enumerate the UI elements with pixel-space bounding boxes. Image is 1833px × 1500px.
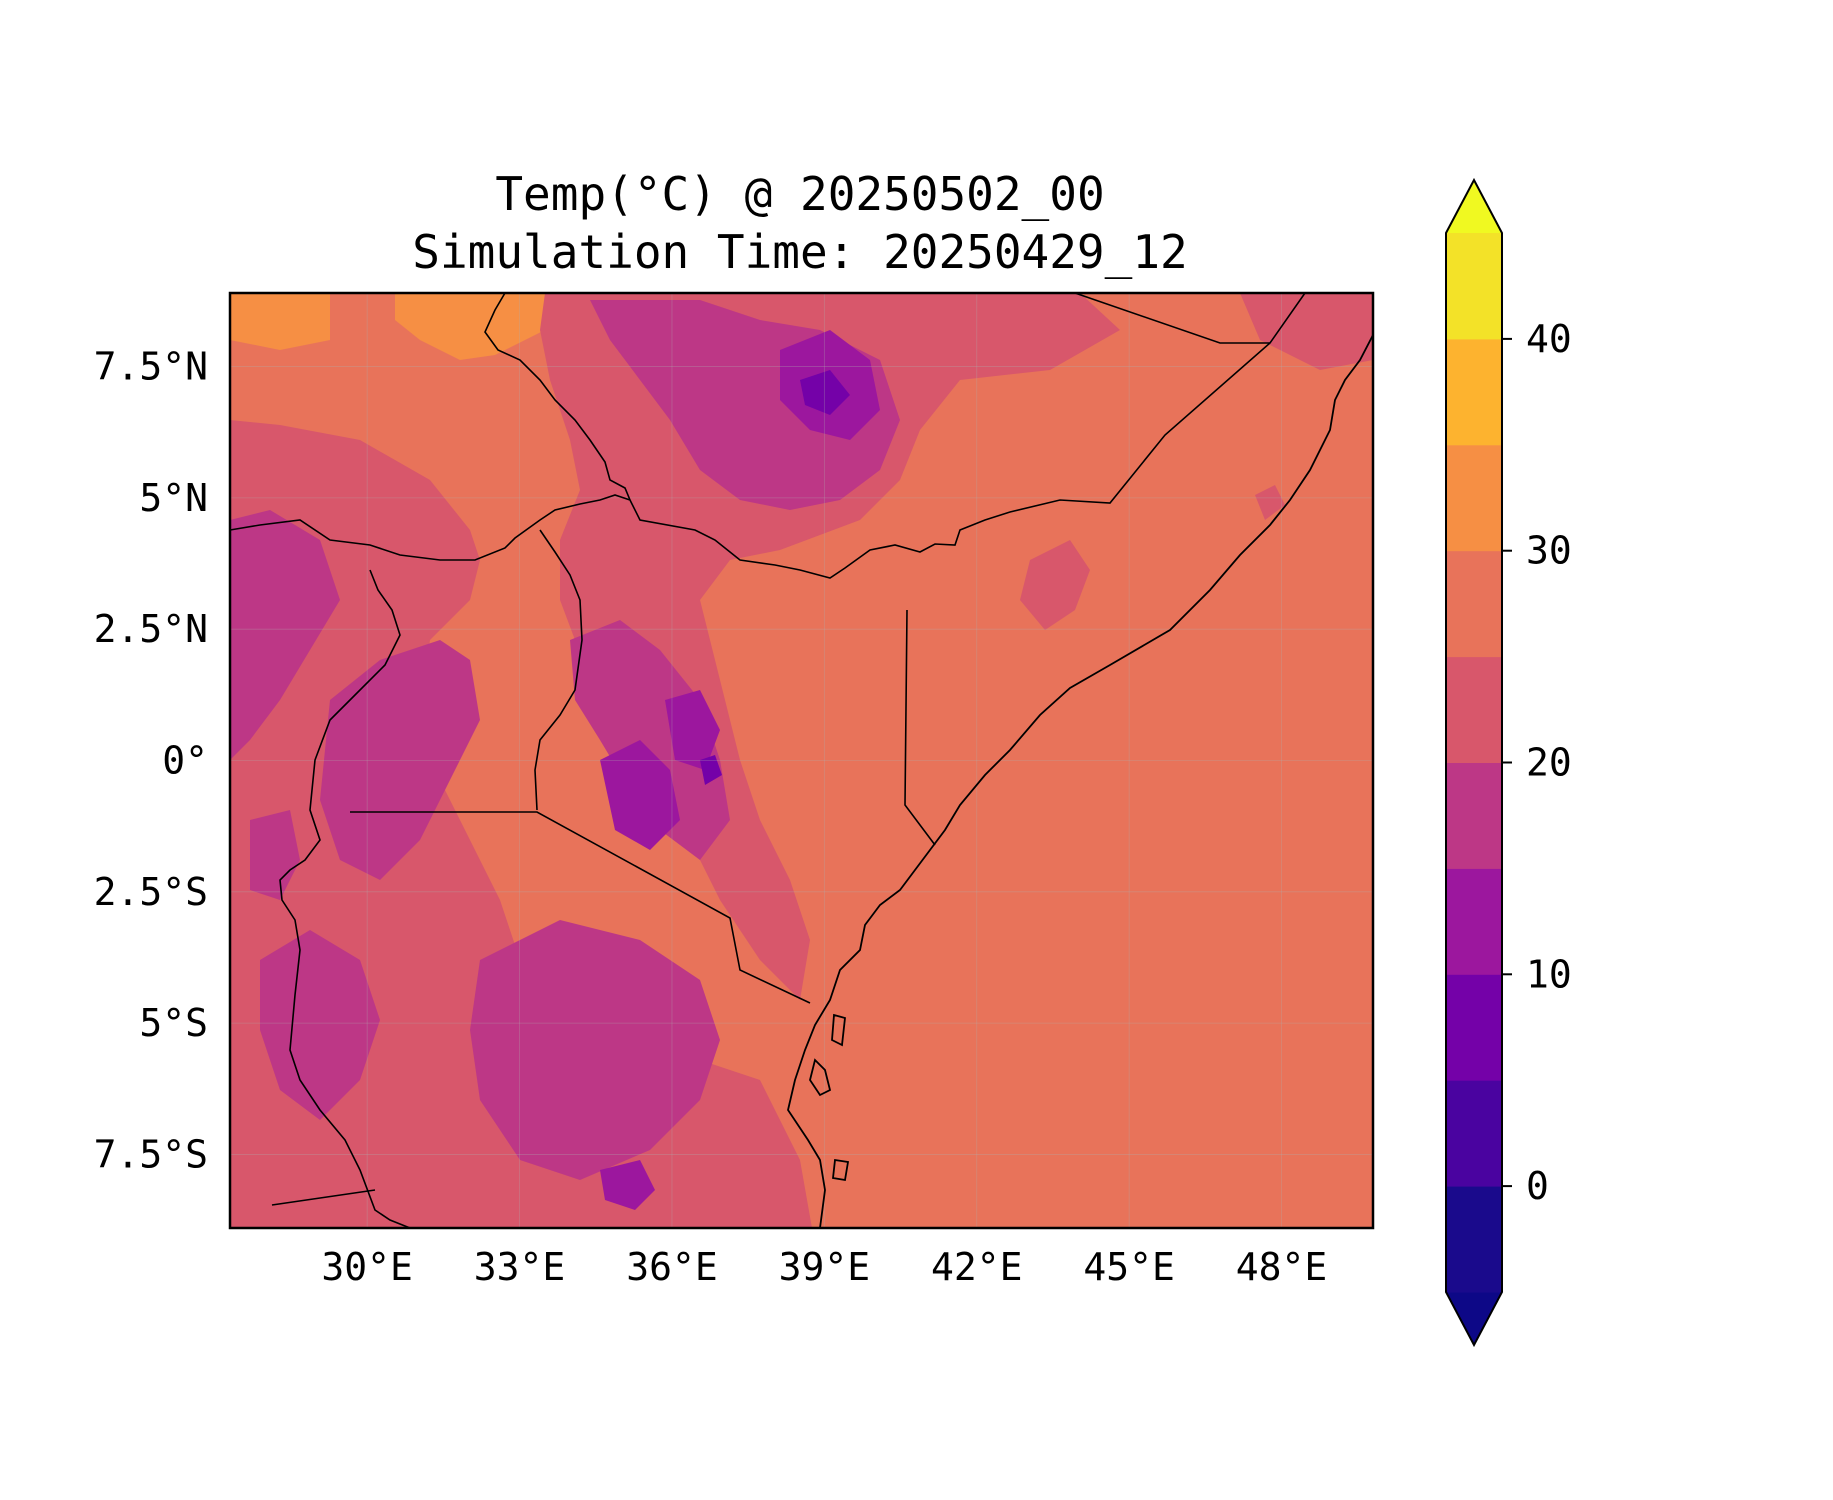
gridlines	[230, 293, 1373, 1228]
colorbar-segment	[1446, 762, 1502, 869]
y-tick-label: 5°S	[139, 1001, 208, 1045]
colorbar-tick-label: 10	[1526, 952, 1572, 996]
x-tick-label: 39°E	[779, 1245, 871, 1289]
temp-band-15-20	[260, 930, 380, 1120]
island-zanzibar	[809, 1058, 832, 1097]
temp-band-15-20	[250, 810, 300, 900]
temp-band-20-25	[1255, 485, 1285, 520]
colorbar-tick-label: 30	[1526, 529, 1572, 573]
y-tick-label: 5°N	[139, 476, 208, 520]
colorbar-tick-label: 20	[1526, 741, 1572, 785]
colorbar-tick-label: 0	[1526, 1164, 1549, 1208]
x-tick-label: 48°E	[1236, 1245, 1328, 1289]
x-tick-label: 45°E	[1083, 1245, 1175, 1289]
colorbar-segment	[1446, 233, 1502, 340]
colorbar-segment	[1446, 444, 1502, 552]
x-axis-ticks: 30°E 33°E 36°E 39°E 42°E 45°E 48°E	[321, 1245, 1327, 1289]
y-tick-label: 2.5°S	[94, 870, 208, 914]
temp-band-15-20	[470, 920, 720, 1180]
coastline	[787, 334, 1373, 1228]
temp-band-10-15	[665, 690, 720, 770]
colorbar-segment	[1446, 1080, 1502, 1187]
border-north	[230, 293, 1306, 579]
x-tick-label: 42°E	[931, 1245, 1023, 1289]
border-west	[279, 569, 411, 1228]
temp-band-30-35	[395, 293, 560, 360]
x-tick-label: 36°E	[626, 1245, 718, 1289]
colorbar-segment	[1446, 338, 1502, 446]
temp-band-20-25	[1240, 293, 1373, 370]
y-tick-label: 7.5°S	[94, 1132, 208, 1176]
temp-band-15-20	[570, 620, 730, 860]
title-line-2: Simulation Time: 20250429_12	[412, 225, 1187, 279]
temp-band-20-25	[1020, 540, 1090, 630]
colorbar-tick-label: 40	[1526, 317, 1572, 361]
x-tick-label: 30°E	[321, 1245, 413, 1289]
temp-band-15-20	[230, 510, 340, 760]
coastline-east-africa	[787, 334, 1373, 1228]
temp-band-10-15	[600, 1160, 655, 1210]
temp-band-30-35	[230, 293, 330, 350]
colorbar-outline	[1445, 177, 1503, 1348]
colorbar-segment	[1446, 550, 1502, 658]
title-line-1: Temp(°C) @ 20250502_00	[495, 167, 1104, 221]
border-kenya-somalia	[904, 609, 936, 846]
y-axis-ticks: 7.5°N 5°N 2.5°N 0° 2.5°S 5°S 7.5°S	[94, 345, 208, 1177]
temp-band-10-15	[600, 740, 680, 850]
colorbar-segment	[1446, 656, 1502, 763]
map-frame	[228, 291, 1375, 1230]
border-kenya-tanzania	[350, 811, 811, 1004]
border-uganda-kenya	[534, 529, 583, 811]
colorbar-segment	[1446, 974, 1502, 1081]
colorbar-extend-under	[1446, 1292, 1502, 1345]
y-tick-label: 7.5°N	[94, 345, 208, 389]
x-tick-label: 33°E	[474, 1245, 566, 1289]
colorbar-extend-over	[1446, 180, 1502, 233]
colorbar-segment	[1446, 1186, 1502, 1293]
island-mafia	[832, 1158, 850, 1182]
map-area	[230, 293, 1373, 1228]
temp-band-5-10	[800, 370, 850, 415]
temp-band-5-10	[700, 755, 722, 785]
y-tick-label: 0°	[162, 739, 208, 783]
border-south-sudan-ethiopia	[484, 293, 631, 501]
country-borders	[230, 293, 1306, 1228]
y-tick-label: 2.5°N	[94, 607, 208, 651]
temp-band-15-20	[320, 640, 480, 880]
colorbar: 0 10 20 30 40	[1445, 177, 1572, 1348]
island-pemba	[831, 1013, 846, 1047]
border-south	[271, 1189, 376, 1206]
border-ethiopia-somalia	[1074, 293, 1270, 344]
colorbar-segment	[1446, 868, 1502, 975]
